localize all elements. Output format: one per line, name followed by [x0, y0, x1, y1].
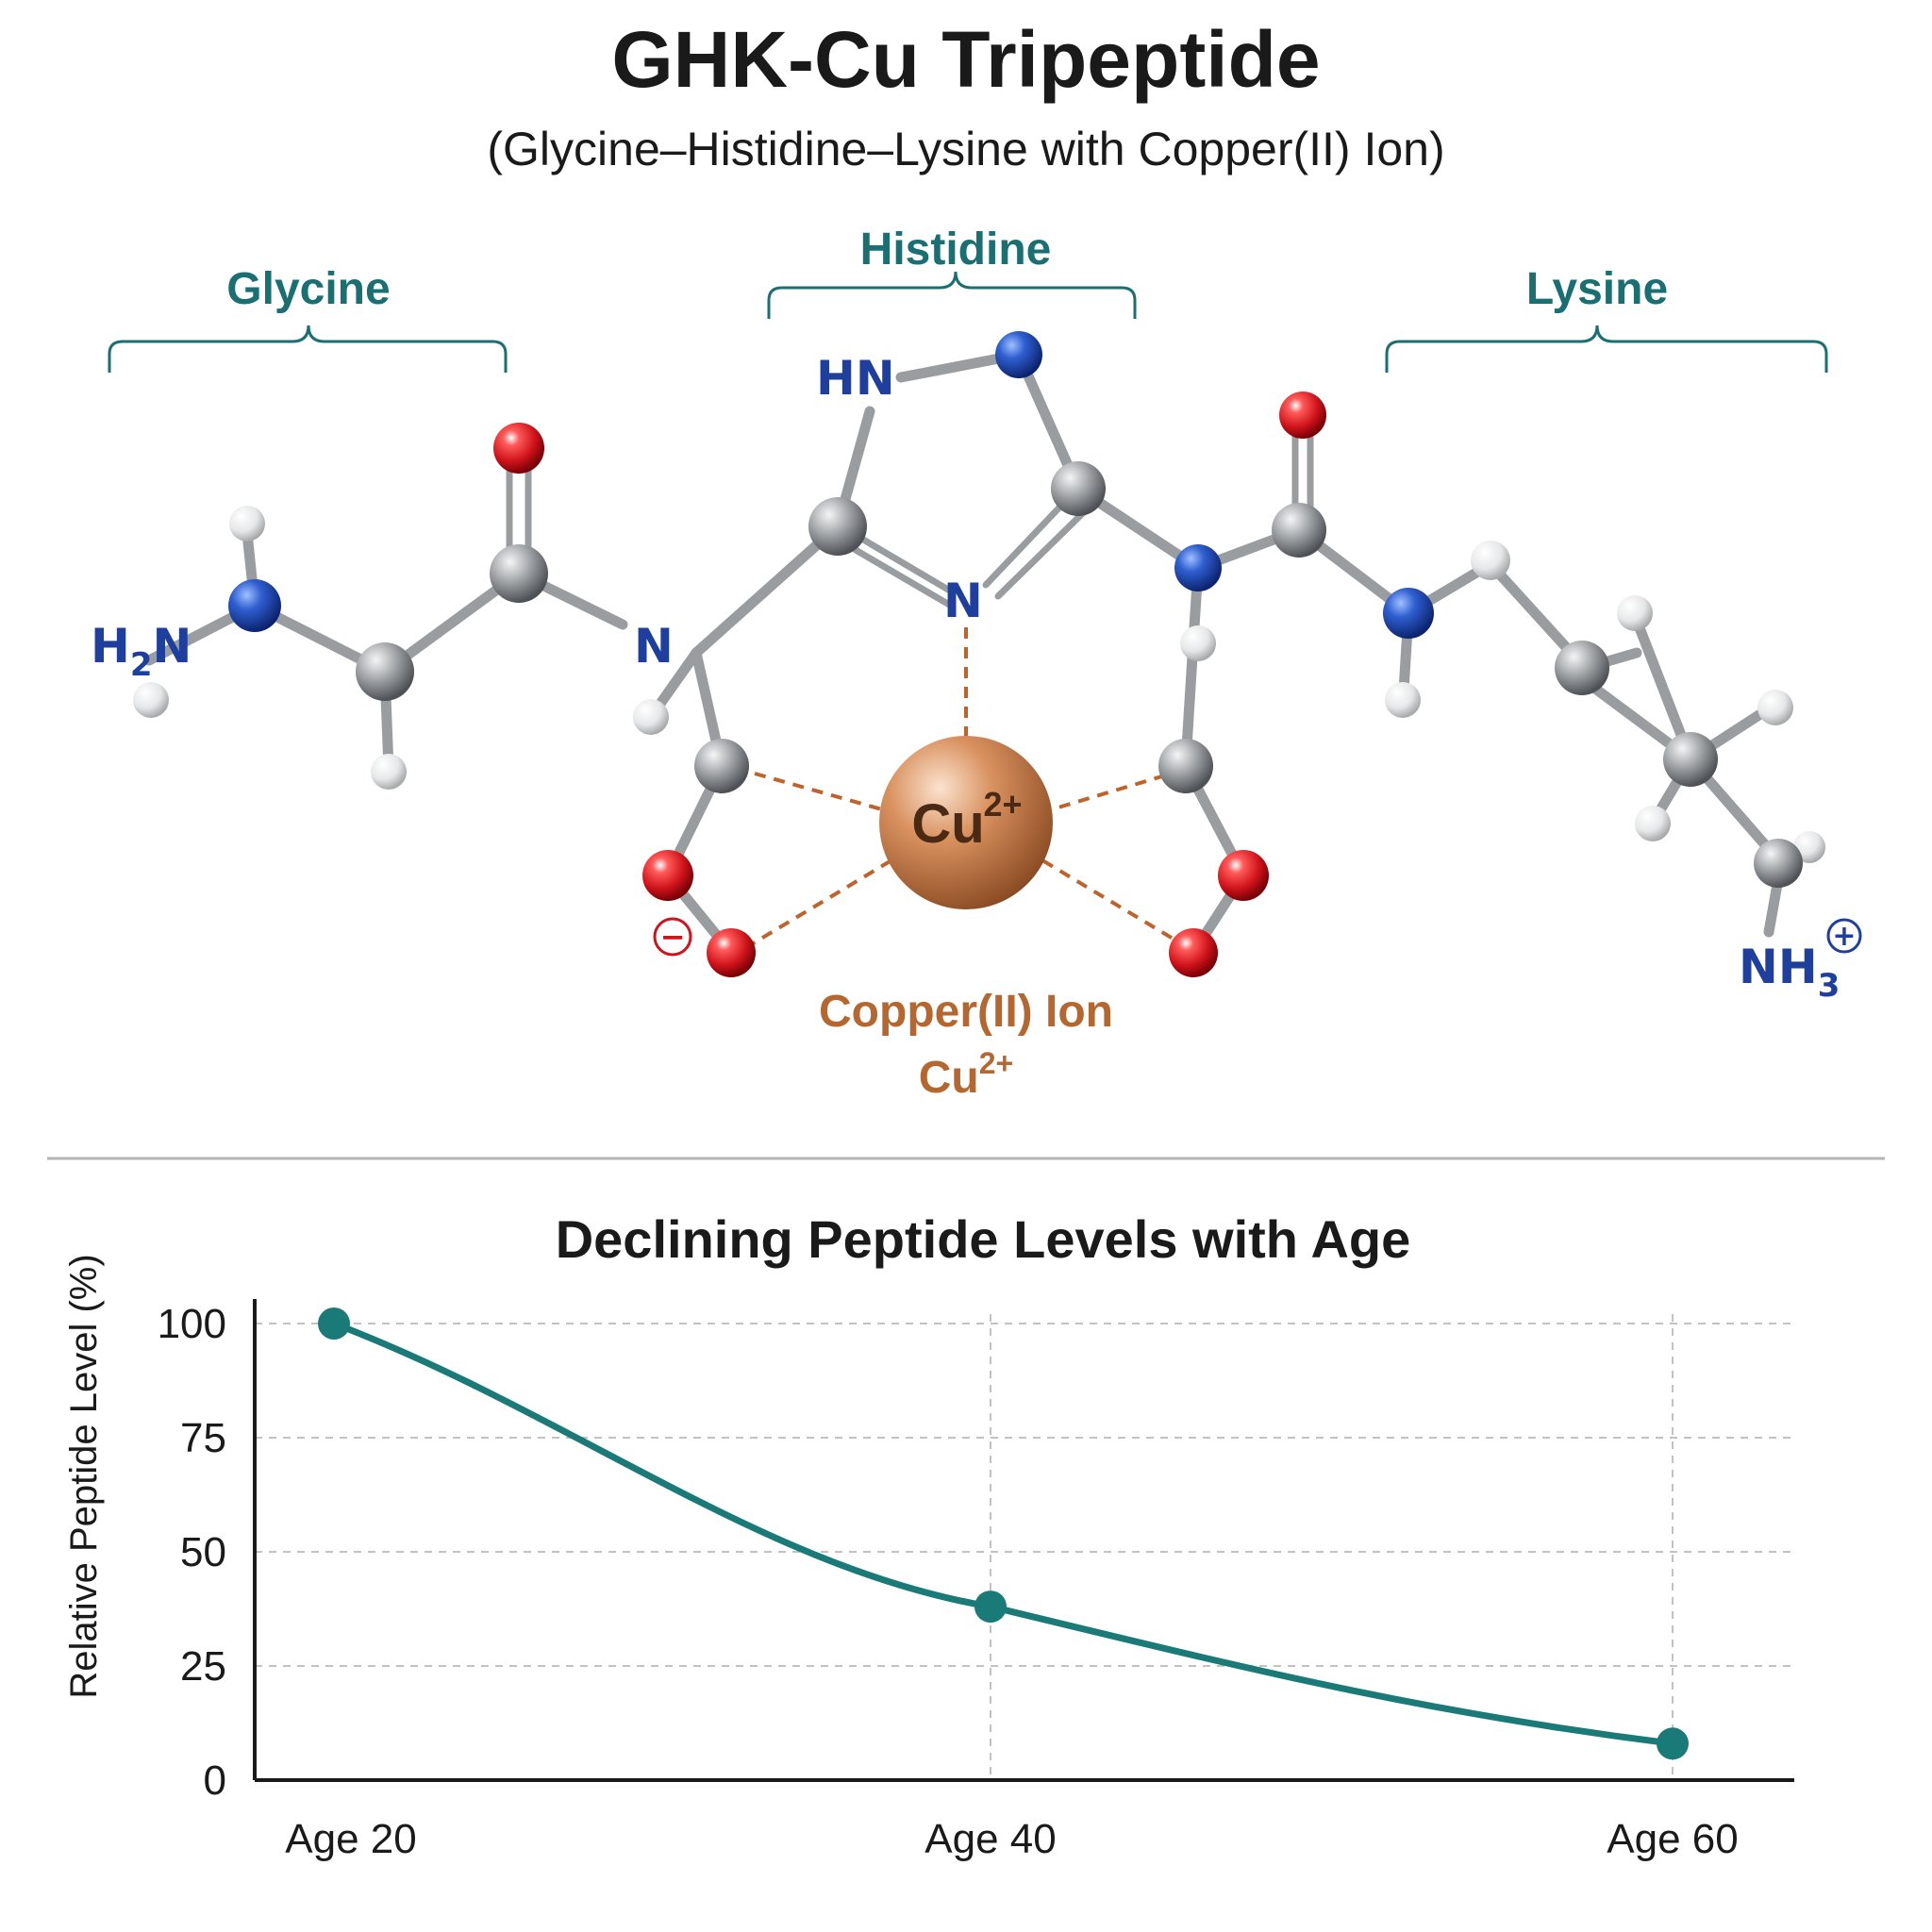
page-title: GHK-Cu Tripeptide [611, 15, 1320, 104]
y-tick-label: 25 [180, 1643, 226, 1690]
nh3-subscript: 3 [1818, 967, 1840, 1005]
ring-n-label: N [943, 574, 983, 628]
glycine-label: Glycine [226, 264, 390, 314]
y-tick-label: 75 [180, 1415, 226, 1461]
copper-charge: 2+ [983, 785, 1022, 824]
minus-sign: − [660, 919, 686, 955]
hn-label: HN [816, 351, 895, 406]
carbon-atoms [356, 461, 1803, 888]
x-tick-label: Age 60 [1607, 1816, 1738, 1862]
h2n-h-label: H [91, 619, 130, 674]
oxygen-atoms [493, 391, 1326, 977]
glycine-bracket: Glycine [108, 264, 508, 373]
copper-caption-formula: Cu2+ [919, 1046, 1013, 1103]
series-line [330, 1320, 1676, 1747]
copper-symbol: Cu [911, 793, 984, 855]
positive-charge-icon [1826, 918, 1862, 954]
copper-ion: Cu 2+ [879, 736, 1053, 909]
y-tick-label: 100 [158, 1301, 226, 1347]
data-point [318, 1307, 350, 1340]
negative-charge-icon [653, 917, 692, 957]
copper-caption: Copper(II) Ion [819, 987, 1113, 1037]
nitrogen-atoms [228, 331, 1434, 639]
svg-text:NH3: NH3 [1739, 940, 1840, 1005]
atom-labels: H2N N HN N NH3 + − [91, 351, 1862, 1005]
coordination-bonds [743, 627, 1191, 950]
y-tick-label: 50 [180, 1529, 226, 1575]
x-tick-label: Age 20 [285, 1816, 416, 1862]
chart-title: Declining Peptide Levels with Age [556, 1209, 1411, 1269]
lysine-label: Lysine [1526, 264, 1668, 314]
lysine-bracket: Lysine [1385, 264, 1828, 373]
amide-n-label: N [634, 619, 674, 674]
data-point [974, 1591, 1007, 1624]
nh3-nh-label: NH [1739, 940, 1818, 994]
h2n-subscript: 2 [130, 646, 153, 684]
y-tick-label: 0 [204, 1757, 226, 1804]
y-axis-label: Relative Peptide Level (%) [63, 1254, 105, 1698]
y-tick-labels: 0 25 50 75 100 [158, 1301, 226, 1804]
plus-sign: + [1832, 920, 1856, 953]
histidine-label: Histidine [860, 225, 1052, 275]
x-tick-label: Age 40 [924, 1816, 1056, 1862]
histidine-bracket: Histidine [767, 225, 1137, 319]
data-point [1657, 1727, 1689, 1760]
page-subtitle: (Glycine–Histidine–Lysine with Copper(II… [487, 123, 1444, 175]
hydrogen-atoms [133, 506, 1825, 863]
svg-text:H2N: H2N [91, 619, 192, 684]
grid-lines [255, 1314, 1794, 1780]
h2n-n-label: N [153, 619, 192, 674]
data-points [318, 1307, 1689, 1760]
line-chart: Declining Peptide Levels with Age Relati… [63, 1209, 1794, 1862]
x-tick-labels: Age 20 Age 40 Age 60 [285, 1816, 1738, 1862]
